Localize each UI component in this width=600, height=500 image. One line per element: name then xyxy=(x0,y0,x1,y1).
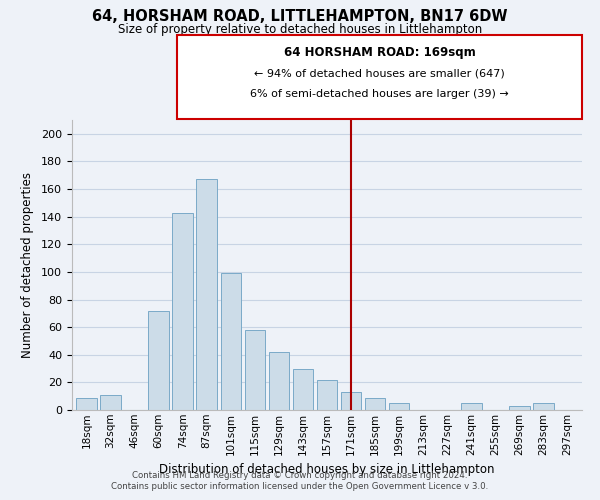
Bar xyxy=(509,406,530,410)
Bar xyxy=(341,392,361,410)
Bar xyxy=(148,310,169,410)
Bar xyxy=(245,330,265,410)
Bar xyxy=(172,212,193,410)
Text: Contains HM Land Registry data © Crown copyright and database right 2024.: Contains HM Land Registry data © Crown c… xyxy=(132,471,468,480)
X-axis label: Distribution of detached houses by size in Littlehampton: Distribution of detached houses by size … xyxy=(159,463,495,476)
Text: Contains public sector information licensed under the Open Government Licence v : Contains public sector information licen… xyxy=(112,482,488,491)
Bar xyxy=(317,380,337,410)
Bar xyxy=(533,403,554,410)
Text: 6% of semi-detached houses are larger (39) →: 6% of semi-detached houses are larger (3… xyxy=(250,89,509,99)
Bar xyxy=(389,403,409,410)
Y-axis label: Number of detached properties: Number of detached properties xyxy=(21,172,34,358)
Bar xyxy=(100,395,121,410)
Text: Size of property relative to detached houses in Littlehampton: Size of property relative to detached ho… xyxy=(118,22,482,36)
Text: 64 HORSHAM ROAD: 169sqm: 64 HORSHAM ROAD: 169sqm xyxy=(284,46,475,59)
Text: 64, HORSHAM ROAD, LITTLEHAMPTON, BN17 6DW: 64, HORSHAM ROAD, LITTLEHAMPTON, BN17 6D… xyxy=(92,9,508,24)
Bar xyxy=(196,180,217,410)
Bar xyxy=(365,398,385,410)
Bar xyxy=(221,274,241,410)
Bar xyxy=(76,398,97,410)
Bar xyxy=(293,368,313,410)
Bar xyxy=(461,403,482,410)
Text: ← 94% of detached houses are smaller (647): ← 94% of detached houses are smaller (64… xyxy=(254,69,505,79)
Bar xyxy=(269,352,289,410)
